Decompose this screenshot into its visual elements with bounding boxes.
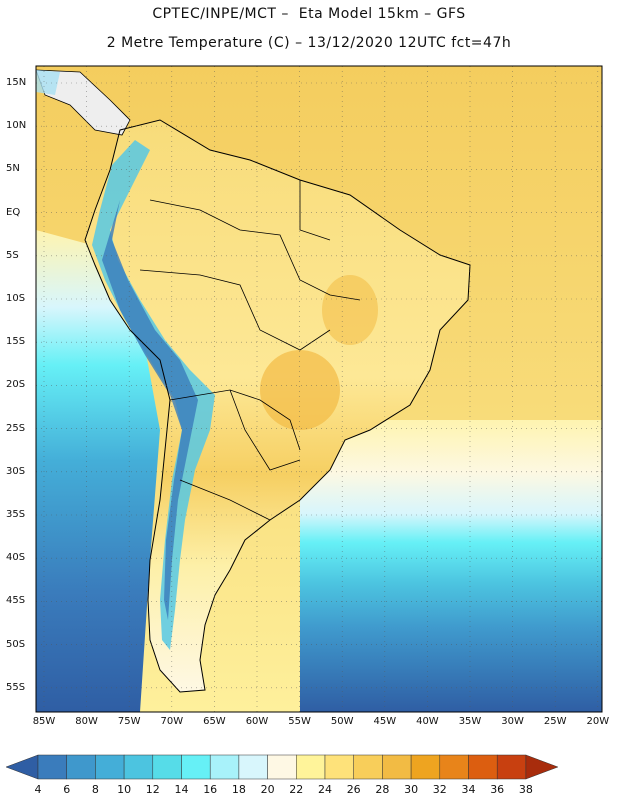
colorbar-swatch bbox=[496, 754, 527, 780]
lat-label: EQ bbox=[6, 206, 21, 218]
lat-label: 30S bbox=[6, 465, 26, 477]
lon-label: 30W bbox=[501, 716, 524, 727]
map-title-line1: CPTEC/INPE/MCT – Eta Model 15km – GFS bbox=[152, 6, 466, 22]
colorbar-tick-label: 26 bbox=[346, 783, 361, 796]
lat-label: 55S bbox=[6, 681, 26, 693]
lon-label: 55W bbox=[288, 716, 311, 727]
colorbar-swatch bbox=[410, 754, 441, 780]
colorbar-swatch bbox=[123, 754, 154, 780]
warm-core-region-2 bbox=[322, 275, 378, 345]
colorbar bbox=[5, 754, 559, 780]
colorbar-tick-label: 14 bbox=[174, 783, 189, 796]
colorbar-swatch bbox=[468, 754, 498, 780]
lat-label: 5S bbox=[6, 249, 19, 261]
lon-label: 60W bbox=[245, 716, 269, 727]
colorbar-tick-label: 22 bbox=[289, 783, 304, 796]
colorbar-tick-label: 28 bbox=[375, 783, 390, 796]
country-borders bbox=[139, 180, 361, 521]
lon-label: 50W bbox=[330, 716, 354, 727]
lon-label: 20W bbox=[586, 716, 610, 727]
lat-label: 20S bbox=[6, 379, 26, 391]
andes-cold-band bbox=[92, 140, 215, 650]
lat-label: 10N bbox=[6, 120, 27, 132]
lat-label: 35S bbox=[6, 509, 26, 520]
colorbar-tick-label: 36 bbox=[490, 783, 505, 796]
colorbar-swatch bbox=[267, 754, 297, 780]
colorbar-swatch bbox=[95, 754, 125, 780]
map-frame bbox=[35, 65, 603, 713]
map-title-line2: 2 Metre Temperature (C) – 13/12/2020 12U… bbox=[106, 35, 512, 51]
lon-label: 45W bbox=[373, 716, 397, 727]
lat-label: 45S bbox=[6, 595, 26, 607]
lat-label: 15S bbox=[6, 336, 26, 348]
colorbar-tick-label: 30 bbox=[404, 783, 419, 796]
lon-label: 75W bbox=[117, 716, 141, 727]
colorbar-swatch bbox=[181, 754, 211, 780]
colorbar-tick-label: 20 bbox=[260, 783, 275, 796]
colorbar-swatch bbox=[353, 754, 383, 780]
lon-label: 70W bbox=[160, 716, 184, 727]
lat-label: 5N bbox=[6, 163, 20, 175]
colorbar-tick-label: 38 bbox=[518, 783, 533, 796]
colorbar-tick-label: 34 bbox=[461, 783, 476, 796]
colorbar-swatch bbox=[324, 754, 354, 780]
colorbar-tick-label: 16 bbox=[203, 783, 218, 796]
colorbar-swatch bbox=[296, 754, 326, 780]
lon-label: 65W bbox=[203, 716, 226, 727]
warm-core-region bbox=[260, 350, 340, 430]
colorbar-tick-label: 10 bbox=[117, 783, 132, 796]
colorbar-swatch bbox=[37, 754, 67, 780]
lat-label: 40S bbox=[6, 552, 26, 564]
colorbar-tick-label: 24 bbox=[318, 783, 332, 796]
lat-label: 10S bbox=[6, 293, 26, 304]
colorbar-tick-label: 18 bbox=[231, 783, 246, 796]
colorbar-swatch bbox=[238, 754, 268, 780]
colorbar-max-arrow bbox=[525, 754, 559, 780]
lon-label: 85W bbox=[32, 716, 56, 727]
colorbar-tick-label: 12 bbox=[145, 783, 160, 796]
coastline bbox=[84, 119, 471, 693]
colorbar-tick-label: 6 bbox=[63, 783, 71, 796]
colorbar-swatch bbox=[439, 754, 469, 780]
colorbar-tick-label: 4 bbox=[34, 783, 42, 796]
lon-label: 25W bbox=[543, 716, 567, 727]
lat-label: 50S bbox=[6, 638, 26, 650]
colorbar-swatch bbox=[209, 754, 240, 780]
central-america-landmass bbox=[35, 69, 131, 136]
lat-label: 15N bbox=[6, 77, 27, 88]
lat-label: 25S bbox=[6, 422, 26, 434]
south-atlantic-region bbox=[300, 420, 602, 712]
colorbar-min-arrow bbox=[5, 754, 39, 780]
lon-label: 80W bbox=[75, 716, 98, 727]
colorbar-swatch bbox=[382, 754, 412, 780]
colorbar-tick-label: 32 bbox=[432, 783, 447, 796]
colorbar-tick-label: 8 bbox=[91, 783, 99, 796]
colorbar-swatch bbox=[152, 754, 182, 780]
colorbar-swatch bbox=[66, 754, 96, 780]
lon-label: 35W bbox=[458, 716, 482, 727]
andes-core-band bbox=[102, 200, 198, 620]
lon-label: 40W bbox=[416, 716, 439, 727]
